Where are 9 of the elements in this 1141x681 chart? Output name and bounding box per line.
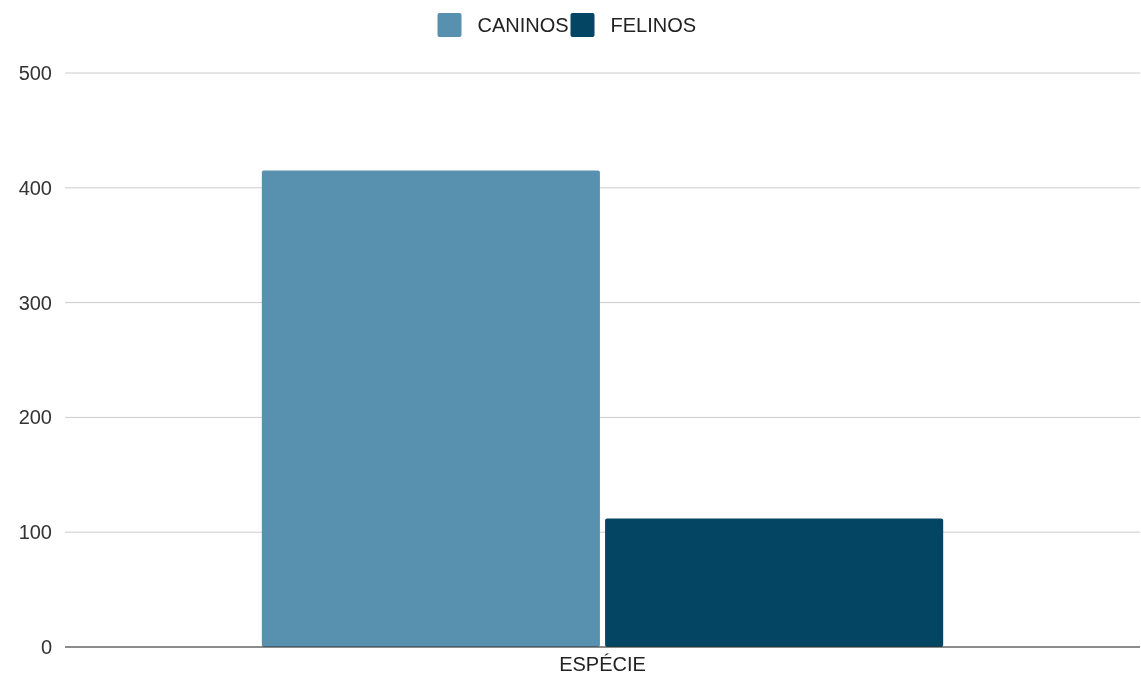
y-tick-label: 300 (18, 291, 52, 314)
y-tick-label: 100 (18, 521, 52, 544)
legend-label: FELINOS (610, 14, 697, 36)
x-tick-label: ESPÉCIE (559, 653, 646, 675)
y-tick-label: 200 (18, 406, 52, 429)
y-tick-label: 500 (18, 62, 52, 84)
legend-label: CANINOS (477, 14, 569, 36)
y-tick-label: 0 (40, 636, 52, 658)
y-tick-label: 400 (18, 176, 52, 199)
